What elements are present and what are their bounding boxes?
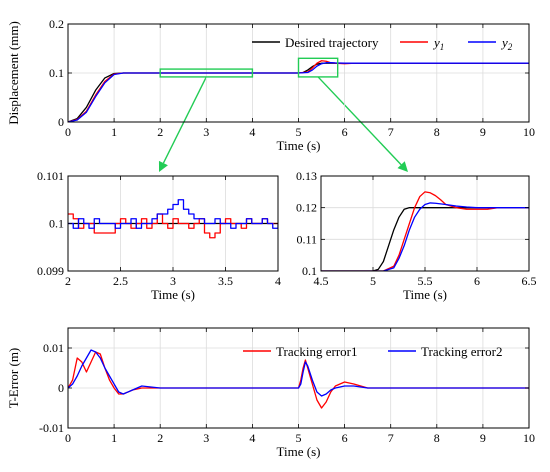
- zoom-arrow-head: [158, 160, 168, 172]
- x-tick-label: 5: [370, 274, 376, 288]
- y-axis-label: Displacement (mm): [6, 21, 21, 125]
- x-tick-label: 4: [249, 431, 255, 445]
- legend-label: Tracking error2: [421, 344, 502, 359]
- x-tick-label: 1: [111, 125, 117, 139]
- x-tick-label: 3: [203, 125, 209, 139]
- legend: Tracking error1 Tracking error2: [243, 344, 502, 359]
- y-tick-label: 0: [58, 115, 64, 129]
- series-line-y1: [321, 191, 529, 271]
- x-tick-label: 0: [65, 431, 71, 445]
- x-tick-label: 3.5: [218, 274, 233, 288]
- y-tick-label: 0.101: [37, 169, 64, 183]
- y-tick-label: 0.13: [296, 169, 317, 183]
- series-line-tracking-error2: [68, 349, 529, 397]
- x-tick-label: 6: [342, 431, 348, 445]
- x-tick-label: 5.5: [418, 274, 433, 288]
- x-tick-label: 2: [65, 274, 71, 288]
- x-tick-label: 4: [275, 274, 281, 288]
- x-tick-label: 2.5: [113, 274, 128, 288]
- zoom-box-1: [159, 68, 254, 78]
- chart-zoom-left: 2 2.5 3 3.5 4 0.099 0.1 0.101 Time (s): [37, 169, 281, 302]
- x-axis-label: Time (s): [277, 444, 321, 459]
- y-axis-label: T-Error (m): [6, 348, 21, 409]
- chart-zoom-right: 4.5 5 5.5 6 6.5 0.1 0.11 0.12 0.13 Time (s): [296, 169, 537, 302]
- x-tick-label: 5: [296, 125, 302, 139]
- x-tick-label: 6.5: [522, 274, 537, 288]
- series-group: [68, 60, 529, 122]
- series-line-y2: [321, 202, 529, 271]
- y-tick-label: 0.1: [302, 264, 317, 278]
- legend-label: y1: [432, 35, 444, 52]
- y-tick-label: -0.01: [39, 421, 64, 435]
- x-tick-label: 9: [480, 431, 486, 445]
- zoom-arrow-line: [317, 76, 402, 166]
- legend-label: Tracking error1: [276, 344, 357, 359]
- series-line-y2: [68, 62, 529, 122]
- y-tick-label: 0.2: [49, 17, 64, 31]
- y-tick-label: 0: [58, 381, 64, 395]
- x-tick-label: 6: [474, 274, 480, 288]
- legend-label: Desired trajectory: [285, 35, 379, 50]
- y-tick-label: 0.12: [296, 201, 317, 215]
- x-tick-label: 4: [249, 125, 255, 139]
- x-tick-label: 3: [170, 274, 176, 288]
- y-tick-label: 0.1: [49, 217, 64, 231]
- x-axis-label: Time (s): [403, 287, 447, 302]
- x-axis-label: Time (s): [151, 287, 195, 302]
- x-tick-label: 9: [480, 125, 486, 139]
- series-group: [68, 199, 278, 239]
- zoom-arrow-head: [397, 161, 408, 172]
- series-group: [321, 191, 529, 271]
- x-tick-label: 10: [523, 431, 535, 445]
- legend: Desired trajectory y1 y2: [252, 35, 513, 52]
- series-line-y2: [68, 199, 278, 229]
- chart-displacement: 0 1 2 3 4 5 6 7 8 9 10 0 0.1 0.2 Time (s) Displacement …: [6, 17, 535, 153]
- x-tick-label: 4.5: [314, 274, 329, 288]
- x-tick-label: 1: [111, 431, 117, 445]
- series-line-desired-trajectory: [321, 207, 529, 271]
- x-tick-label: 5: [296, 431, 302, 445]
- zoom-arrows: [158, 76, 408, 172]
- x-tick-label: 7: [388, 125, 394, 139]
- y-tick-label: 0.01: [43, 341, 64, 355]
- y-tick-label: 0.099: [37, 264, 64, 278]
- x-tick-label: 7: [388, 431, 394, 445]
- x-tick-label: 2: [157, 431, 163, 445]
- x-tick-label: 8: [434, 431, 440, 445]
- zoom-arrow-line: [162, 76, 207, 164]
- y-tick-label: 0.1: [49, 66, 64, 80]
- x-axis-label: Time (s): [277, 138, 321, 153]
- x-tick-label: 10: [523, 125, 535, 139]
- zoom-box-2: [297, 57, 339, 78]
- legend-label: y2: [500, 35, 513, 52]
- x-tick-label: 0: [65, 125, 71, 139]
- series-line-y1: [68, 213, 278, 239]
- x-tick-label: 8: [434, 125, 440, 139]
- x-tick-label: 3: [203, 431, 209, 445]
- x-tick-label: 6: [342, 125, 348, 139]
- series-group: [68, 349, 529, 409]
- x-tick-label: 2: [157, 125, 163, 139]
- y-tick-label: 0.11: [296, 232, 317, 246]
